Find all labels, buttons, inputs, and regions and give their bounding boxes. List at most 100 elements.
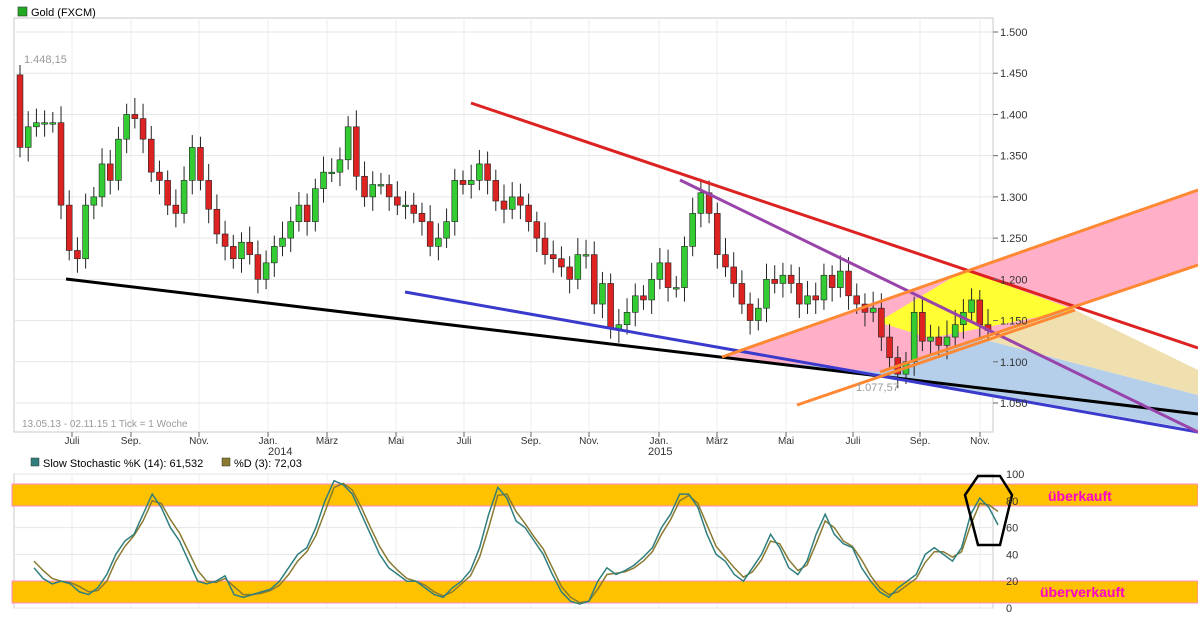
candle-body xyxy=(369,184,376,198)
candle-body xyxy=(590,254,598,305)
candle-body xyxy=(148,138,155,173)
yellow-zone xyxy=(878,270,1075,338)
candle-body xyxy=(533,221,541,239)
candle-body xyxy=(328,171,335,174)
stochastic-tick-label: 80 xyxy=(1006,496,1018,508)
price-tick-label: 1.050 xyxy=(1000,398,1028,410)
candle-body xyxy=(927,336,934,342)
overbought-zone xyxy=(11,483,1198,507)
candle-body xyxy=(205,180,212,210)
candle-body xyxy=(230,246,237,260)
price-tick-label: 1.200 xyxy=(1000,274,1028,286)
time-tick-label: Nov. xyxy=(579,436,599,447)
candle-body xyxy=(656,262,664,280)
time-tick-label: Nov. xyxy=(189,436,209,447)
candle-body xyxy=(303,204,311,222)
time-tick-label: Juli xyxy=(64,436,79,447)
price-tick-label: 1.350 xyxy=(1000,151,1028,163)
candle-body xyxy=(451,180,459,222)
candle-body xyxy=(361,175,368,198)
stochastic-panel: überkauft überverkauft Slow Stochastic %… xyxy=(11,457,1198,615)
candle-body xyxy=(74,250,81,260)
stochastic-tick-label: 60 xyxy=(1006,523,1018,535)
candle-body xyxy=(279,237,286,247)
candle-body xyxy=(180,180,188,214)
orange-channel-upper xyxy=(721,188,1198,359)
candle-body xyxy=(566,266,573,280)
candle-body xyxy=(787,274,795,284)
time-tick-label: Sep. xyxy=(910,436,931,447)
candle-body xyxy=(139,118,147,140)
candle-body xyxy=(869,307,877,313)
candle-body xyxy=(607,283,614,330)
candle-body xyxy=(919,312,926,342)
blue-trendline xyxy=(404,290,1198,434)
time-tick-label: Jan. xyxy=(259,436,278,447)
candle-body xyxy=(295,204,303,222)
time-tick-label: Sep. xyxy=(521,436,542,447)
candle-body xyxy=(246,241,253,255)
candle-body xyxy=(910,312,918,363)
legend-swatch-gold xyxy=(17,6,28,17)
price-tick-label: 1.150 xyxy=(1000,316,1028,328)
candle-body xyxy=(673,287,680,290)
candle-body xyxy=(238,241,245,260)
candle-body xyxy=(82,204,89,260)
candle-body xyxy=(106,163,114,181)
candle-body xyxy=(582,254,590,257)
candle-body xyxy=(779,274,787,284)
candle-body xyxy=(968,299,975,313)
candle-body xyxy=(189,147,196,181)
candle-body xyxy=(156,171,163,181)
candle-body xyxy=(320,171,327,189)
price-axis: 1.500 1.450 1.400 1.350 1.300 1.250 1.200 1.150… xyxy=(993,27,1028,410)
overbought-label: überkauft xyxy=(1048,488,1112,504)
candle-body xyxy=(648,279,655,301)
time-tick-label: März xyxy=(316,436,338,447)
candle-body xyxy=(221,233,229,247)
candle-body xyxy=(443,221,450,239)
candle-body xyxy=(500,200,508,210)
candle-body xyxy=(402,204,409,207)
candle-body xyxy=(812,295,819,301)
candle-body xyxy=(476,163,483,181)
candle-body xyxy=(459,180,467,185)
candle-body xyxy=(16,74,24,148)
candle-body xyxy=(828,274,836,288)
candle-body xyxy=(714,213,721,255)
legend-swatch-d xyxy=(221,457,231,467)
candle-body xyxy=(164,180,171,206)
candle-body xyxy=(385,184,393,198)
candle-body xyxy=(599,283,606,305)
candle-body xyxy=(886,336,893,358)
range-info: 13.05.13 - 02.11.15 1 Tick = 1 Woche xyxy=(22,419,188,430)
candle-body xyxy=(525,204,532,222)
orange-channel-middle xyxy=(879,263,1198,374)
candle-body xyxy=(976,299,984,325)
candle-body xyxy=(697,192,705,214)
candle-body xyxy=(730,266,737,284)
candle-body xyxy=(664,262,672,288)
time-tick-label: Sep. xyxy=(121,436,142,447)
candle-body xyxy=(394,196,401,206)
candle-body xyxy=(738,283,746,305)
candle-body xyxy=(951,324,959,338)
candle-body xyxy=(172,204,180,214)
candlestick-series xyxy=(16,64,992,389)
candle-body xyxy=(418,213,426,222)
candle-body xyxy=(49,122,57,125)
legend-swatch-k xyxy=(30,457,40,467)
price-tick-label: 1.250 xyxy=(1000,233,1028,245)
candle-body xyxy=(197,147,204,181)
candle-body xyxy=(508,196,516,210)
candle-body xyxy=(763,279,770,309)
candle-body xyxy=(24,126,32,148)
high-annotation: 1.448,15 xyxy=(24,54,67,66)
time-tick-label: Mai xyxy=(388,436,404,447)
legend-label-d: %D (3): 72,03 xyxy=(234,458,302,470)
candle-body xyxy=(90,196,98,206)
stochastic-tick-label: 20 xyxy=(1006,576,1018,588)
price-panel: Gold (FXCM) 1.448,15 1.077,57 13.05.13 -… xyxy=(13,6,1198,458)
